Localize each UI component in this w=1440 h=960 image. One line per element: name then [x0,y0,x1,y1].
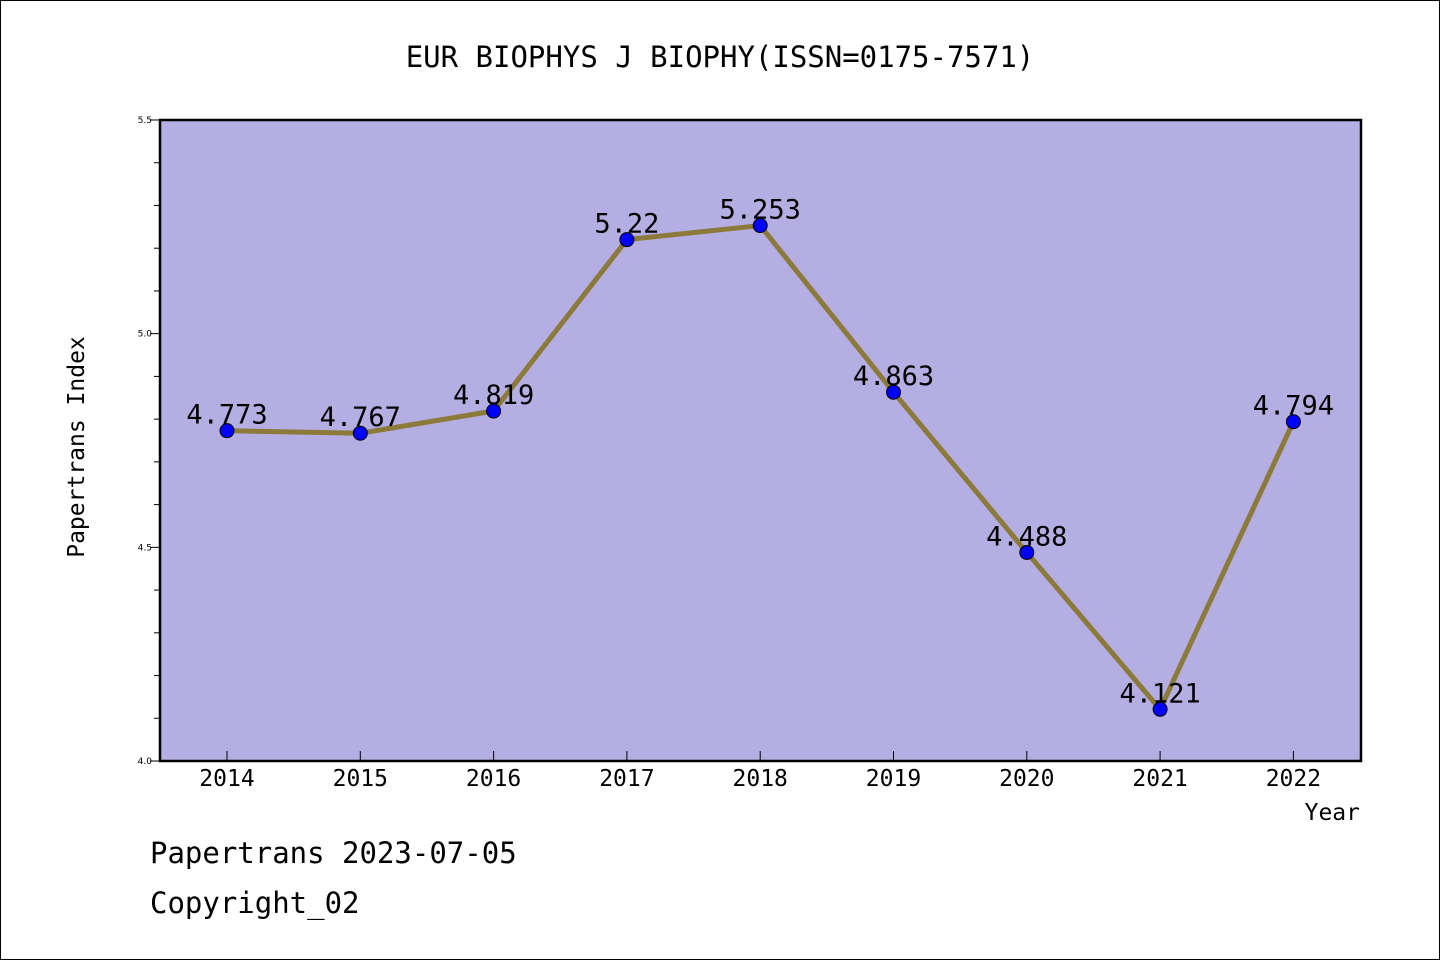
data-point [486,403,502,419]
data-point [619,232,635,248]
data-label: 4.819 [453,380,534,411]
x-tick-label: 2021 [1132,766,1187,792]
x-tick-label: 2017 [599,766,654,792]
y-axis-label: Papertrans Index [64,336,90,558]
x-tick-label: 2018 [733,766,788,792]
data-point [752,218,768,234]
data-point [219,423,235,439]
x-tick-label: 2014 [199,766,254,792]
data-label: 5.22 [594,209,659,240]
x-axis: 2014 2015 2016 2017 2018 2019 2020 2021 2022 [199,751,1321,792]
data-label: 4.773 [186,400,267,431]
series: 4.773 4.767 4.819 5.22 5.253 4.863 4.488 4.121 4… [186,195,1334,717]
y-axis: 4.0 4.5 5.0 5.5 [138,116,160,767]
x-tick-label: 2022 [1266,766,1321,792]
y-tick-label: 4.5 [138,543,152,553]
data-point [1285,414,1301,430]
y-tick-label: 4.0 [138,757,153,767]
data-label: 4.121 [1119,678,1200,709]
data-label: 4.794 [1253,391,1334,422]
x-tick-label: 2016 [466,766,521,792]
data-point [352,425,368,441]
data-label: 4.767 [320,402,401,433]
data-point [886,384,901,400]
footer-date: Papertrans 2023-07-05 [150,836,517,870]
x-tick-label: 2020 [999,766,1054,792]
data-label: 5.253 [720,195,801,226]
x-tick-label: 2015 [333,766,388,792]
y-tick-label: 5.5 [138,116,152,126]
data-label: 4.863 [853,361,934,392]
x-axis-label: Year [1305,800,1360,826]
x-tick-label: 2019 [866,766,921,792]
data-point [1152,701,1168,717]
data-label: 4.488 [986,521,1067,552]
chart-title: EUR BIOPHYS J BIOPHY(ISSN=0175-7571) [406,40,1035,74]
y-tick-label: 5.0 [138,330,153,340]
footer-copyright: Copyright_02 [150,886,360,920]
data-point [1019,544,1035,560]
